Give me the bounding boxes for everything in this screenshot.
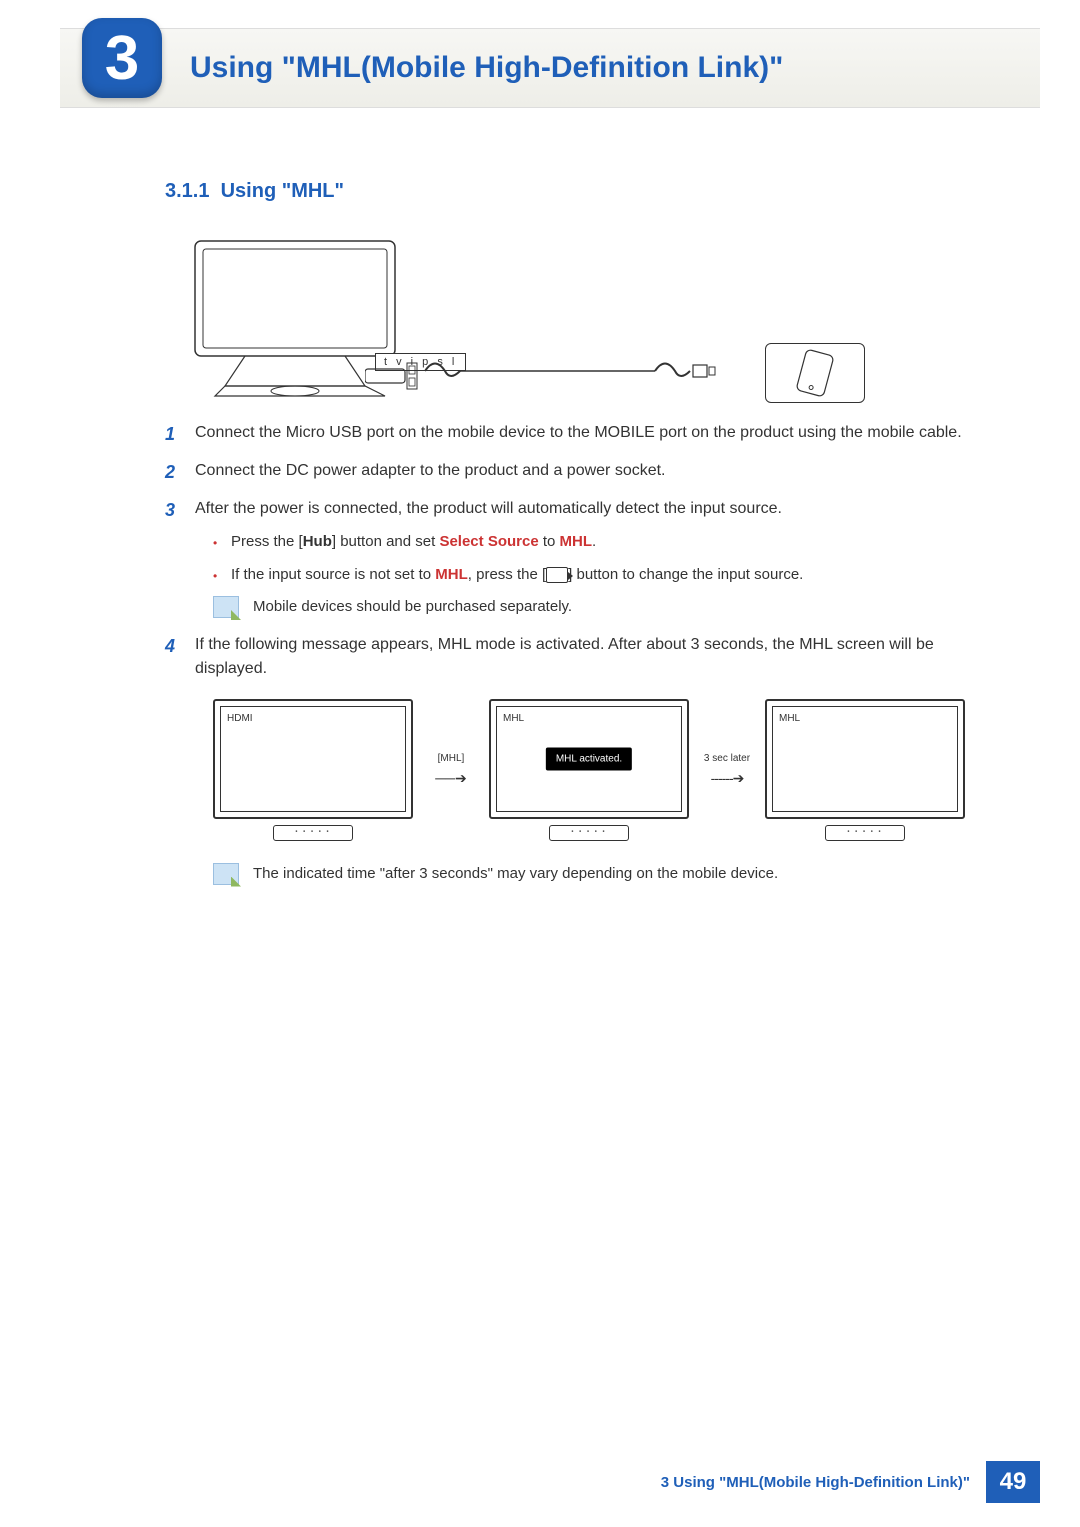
footer-title: 3 Using "MHL(Mobile High-Definition Link… [645,1461,986,1503]
chapter-header: Using "MHL(Mobile High-Definition Link)" [60,28,1040,108]
arrow-label: [MHL] [438,751,465,766]
mhl-label: MHL [435,566,468,583]
step-text: Connect the Micro USB port on the mobile… [195,424,962,441]
note-icon [213,863,239,885]
steps-list: 1 Connect the Micro USB port on the mobil… [165,421,990,885]
note-icon [213,596,239,618]
step-number: 4 [165,633,175,660]
phone-illustration [765,343,865,403]
section-title: Using "MHL" [221,180,344,202]
sub-bullet-press: Press the [Hub] button and set Select So… [213,531,990,554]
arrow-mhl: [MHL] ──➔ [421,751,481,789]
select-source-label: Select Source [439,533,538,550]
note-text: The indicated time "after 3 seconds" may… [253,863,778,886]
screen-mhl: MHL • • • • • [765,699,965,841]
cable-illustration [365,341,765,391]
screen-label: HDMI [227,711,253,726]
screens-diagram: HDMI • • • • • [MHL] ──➔ MHL MHL activate… [213,699,990,841]
arrow-label: 3 sec later [704,751,750,766]
sub-bullets: Press the [Hub] button and set Select So… [213,531,990,586]
step-text: After the power is connected, the produc… [195,500,782,517]
chapter-number-badge: 3 [82,18,162,98]
sub-bullet-ifnot: If the input source is not set to MHL, p… [213,564,990,587]
section-heading: 3.1.1 Using "MHL" [165,180,990,203]
arrow-icon: ──➔ [435,768,467,789]
screen-hdmi: HDMI • • • • • [213,699,413,841]
step-1: 1 Connect the Micro USB port on the mobil… [165,421,990,445]
mhl-activated-badge: MHL activated. [546,747,632,770]
step-number: 3 [165,497,175,524]
screen-label: MHL [779,711,800,726]
step-text: Connect the DC power adapter to the prod… [195,462,666,479]
chapter-title: Using "MHL(Mobile High-Definition Link)" [190,51,783,85]
source-button-icon [546,567,568,583]
note-purchase: Mobile devices should be purchased separ… [213,596,990,619]
screen-mhl-activated: MHLMHL activated. • • • • • [489,699,689,841]
step-3: 3 After the power is connected, the produ… [165,497,990,619]
step-number: 2 [165,459,175,486]
step-number: 1 [165,421,175,448]
hub-icon: Hub [303,533,332,550]
step-text: If the following message appears, MHL mo… [195,636,934,677]
step-4: 4 If the following message appears, MHL m… [165,633,990,886]
note-timing: The indicated time "after 3 seconds" may… [213,863,990,886]
step-2: 2 Connect the DC power adapter to the pro… [165,459,990,483]
section-number: 3.1.1 [165,180,209,202]
footer-page-number: 49 [986,1461,1040,1503]
connection-diagram: t v i p s l [165,231,990,401]
mhl-label: MHL [560,533,593,550]
arrow-icon: ------➔ [711,768,744,789]
page-content: 3.1.1 Using "MHL" t v i p s l [165,180,990,899]
note-text: Mobile devices should be purchased separ… [253,596,572,619]
page-footer: 3 Using "MHL(Mobile High-Definition Link… [0,1461,1080,1503]
arrow-3sec: 3 sec later ------➔ [697,751,757,789]
screen-label: MHL [503,711,524,726]
